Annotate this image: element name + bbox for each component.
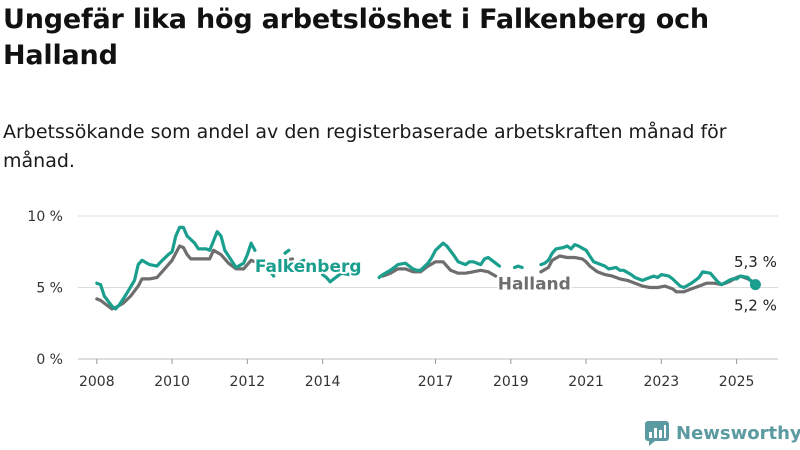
y-tick-label: 10 %: [27, 209, 63, 225]
series-label-halland: Halland: [498, 275, 571, 295]
x-tick-label: 2017: [418, 374, 454, 390]
x-tick-label: 2023: [644, 374, 680, 390]
series-line-halland: [95, 244, 757, 311]
series-lines: [95, 225, 761, 311]
y-tick-label: 5 %: [36, 281, 63, 297]
x-tick-label: 2010: [154, 374, 190, 390]
chart-subtitle: Arbetssökande som andel av den registerb…: [3, 121, 727, 172]
x-tick-label: 2012: [230, 374, 266, 390]
series-label-falkenberg: Falkenberg: [255, 257, 362, 277]
series-labels: Falkenberg Halland 5,3 % 5,2 %: [253, 251, 779, 316]
x-tick-label: 2014: [305, 374, 341, 390]
series-line-falkenberg: [95, 225, 757, 311]
y-axis: 0 % 5 % 10 %: [27, 209, 63, 368]
x-tick-label: 2008: [79, 374, 115, 390]
line-chart: 0 %5 %10 % 2008 2010 2012 2014 2017 2019 2021 2…: [27, 209, 779, 390]
x-tick-label: 2019: [493, 374, 529, 390]
x-tick-label: 2025: [719, 374, 755, 390]
x-tick-label: 2021: [568, 374, 604, 390]
chart-title: Ungefär lika hög arbetslöshet i Falkenbe…: [3, 4, 709, 71]
brand-name: Newsworthy: [676, 422, 800, 444]
brand-logo: Newsworthy: [644, 419, 800, 447]
newsworthy-logo-icon: [645, 421, 669, 446]
end-value-label-halland: 5,3 %: [734, 253, 777, 271]
end-value-label-falkenberg: 5,2 %: [734, 297, 777, 315]
y-tick-label: 0 %: [36, 352, 63, 368]
end-point-falkenberg: [749, 279, 761, 291]
x-axis: 2008 2010 2012 2014 2017 2019 2021 2023 2025: [79, 359, 754, 390]
